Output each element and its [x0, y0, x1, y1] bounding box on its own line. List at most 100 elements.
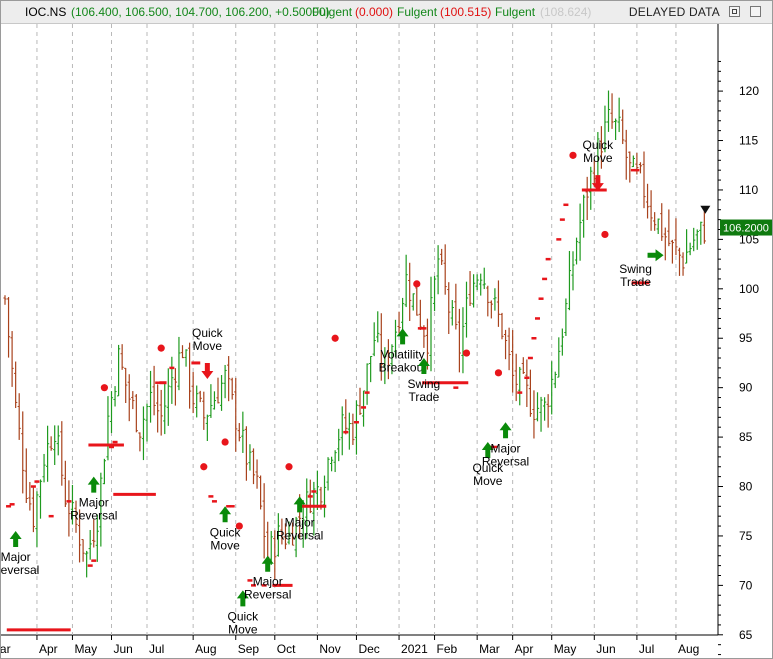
x-tick-label: ar	[1, 642, 11, 656]
signal-label: Quick	[583, 138, 615, 152]
indicator-1-name: Fulgent	[312, 5, 353, 19]
signal-dot	[569, 151, 577, 159]
signal-label: Swing	[408, 377, 441, 391]
x-tick-label: Jun	[596, 642, 615, 656]
x-tick-label: Jun	[114, 642, 133, 656]
close-icon	[753, 9, 758, 14]
x-tick-label: 2021	[401, 642, 428, 656]
y-tick-label: 105	[739, 232, 759, 246]
x-tick-label: Jul	[149, 642, 164, 656]
signal-label: Move	[210, 538, 240, 552]
x-tick-label: Sep	[238, 642, 260, 656]
y-tick-label: 120	[739, 84, 759, 98]
signal-label: Major	[491, 441, 521, 455]
y-tick-label: 85	[739, 430, 753, 444]
signal-label: Major	[1, 550, 31, 564]
x-tick-label: Jul	[639, 642, 654, 656]
sell-arrow	[591, 175, 604, 192]
signal-label: Move	[228, 622, 258, 636]
signal-label: Breakout	[379, 360, 428, 374]
signal-dot	[601, 230, 609, 239]
close-button[interactable]	[750, 6, 761, 17]
restore-button[interactable]	[729, 6, 740, 17]
buy-arrow	[261, 555, 274, 572]
sell-arrow	[201, 362, 214, 379]
buy-arrow	[236, 590, 249, 607]
signal-label: Volatility	[381, 347, 425, 361]
buy-arrow	[219, 506, 232, 523]
price-chart[interactable]: ar Apr May Jun Jul Aug Sep Oct Nov Dec 2021 Feb Mar A…	[1, 24, 772, 658]
last-price-box	[720, 219, 772, 236]
symbol-label: IOC.NS	[25, 5, 67, 19]
signal-dot	[200, 463, 208, 471]
buy-arrow	[417, 358, 430, 375]
buy-arrow	[9, 531, 22, 548]
y-tick-label: 65	[739, 628, 753, 642]
signal-label: Trade	[620, 275, 651, 289]
signal-label: Trade	[408, 390, 439, 404]
indicator-2-value: (100.515)	[440, 5, 492, 19]
signal-label: Quick	[192, 326, 224, 340]
signal-label: Quick	[228, 609, 260, 623]
x-tick-label: Oct	[277, 642, 296, 656]
x-tick-label: May	[554, 642, 577, 656]
delayed-data-status: DELAYED DATA	[628, 5, 720, 19]
signal-label: Move	[473, 474, 503, 488]
signal-label: Reversal	[244, 588, 291, 602]
chart-header: IOC.NS (106.400, 106.500, 104.700, 106.2…	[1, 1, 772, 24]
buy-arrow	[647, 249, 664, 262]
buy-arrow	[481, 442, 494, 459]
x-tick-label: Apr	[39, 642, 58, 656]
buy-arrow	[87, 476, 100, 493]
x-tick-label: Nov	[319, 642, 340, 656]
buy-arrow	[499, 422, 512, 439]
y-tick-label: 75	[739, 529, 753, 543]
y-tick-label: 90	[739, 381, 753, 395]
y-tick-label: 80	[739, 480, 753, 494]
signal-label: Swing	[619, 262, 652, 276]
buy-arrow	[396, 328, 409, 345]
indicator-3-value: (108.624)	[540, 5, 592, 19]
signal-label: Move	[583, 151, 613, 165]
signal-dot	[100, 384, 108, 392]
signal-label: Major	[79, 496, 109, 510]
signal-label: Major	[253, 575, 283, 589]
x-tick-label: Mar	[479, 642, 500, 656]
x-tick-label: Dec	[358, 642, 379, 656]
x-tick-label: Aug	[195, 642, 216, 656]
signal-label: Reversal	[1, 563, 39, 577]
signal-label: Reversal	[70, 509, 117, 523]
x-tick-label: Feb	[437, 642, 458, 656]
y-tick-label: 115	[739, 134, 758, 148]
y-tick-label: 95	[739, 331, 753, 345]
signal-dot	[221, 438, 229, 446]
indicator-3-name: Fulgent	[495, 5, 536, 19]
last-bar-marker	[700, 205, 711, 214]
x-tick-label: Apr	[515, 642, 534, 656]
signal-dot	[462, 349, 471, 357]
signal-dot	[285, 463, 293, 471]
y-tick-label: 110	[739, 183, 758, 197]
signal-label: Move	[193, 339, 223, 353]
ohlc-readout: (106.400, 106.500, 104.700, 106.200, +0.…	[71, 5, 330, 19]
x-tick-label: May	[74, 642, 97, 656]
y-tick-label: 70	[739, 578, 753, 592]
signal-label: Reversal	[276, 528, 323, 542]
indicator-1-value: (0.000)	[355, 5, 394, 19]
buy-arrow	[293, 496, 306, 513]
signal-dot	[157, 344, 165, 352]
signal-dot	[494, 369, 503, 377]
signal-dot	[331, 334, 339, 342]
signal-dot	[413, 280, 421, 288]
signal-label: Quick	[472, 461, 504, 475]
signal-label: Reversal	[482, 454, 529, 468]
y-tick-label: 100	[739, 282, 759, 296]
signal-dot	[235, 522, 243, 530]
last-price-label: 106.2000	[723, 223, 769, 235]
indicator-2-name: Fulgent	[397, 5, 438, 19]
x-tick-label: Aug	[678, 642, 699, 656]
signal-label: Quick	[210, 525, 242, 539]
signal-label: Major	[285, 515, 315, 529]
restore-icon	[732, 9, 737, 14]
